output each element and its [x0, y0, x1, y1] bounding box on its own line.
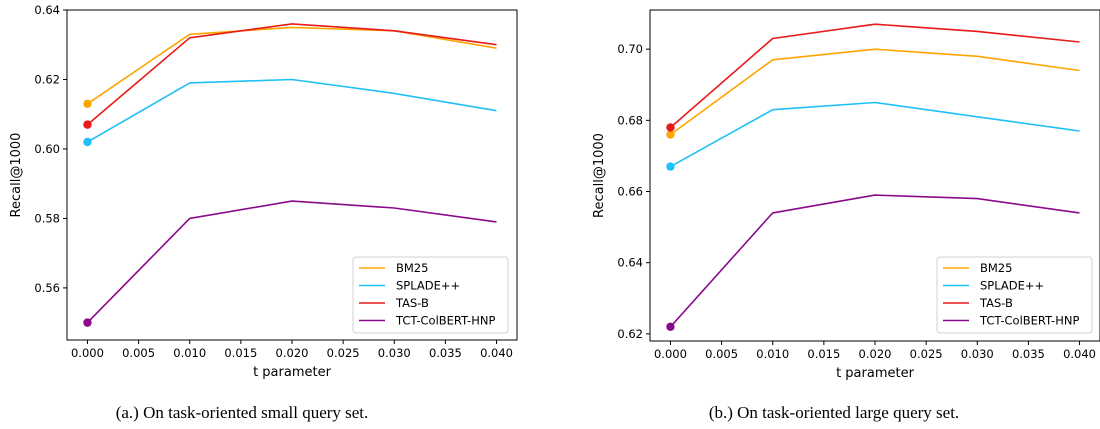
x-tick-label: 0.010 — [756, 347, 789, 361]
x-tick-label: 0.005 — [122, 346, 155, 360]
start-marker-tas-b — [83, 120, 92, 129]
series-line-bm25 — [87, 26, 497, 105]
x-tick-label: 0.005 — [705, 347, 738, 361]
legend-label: TAS-B — [395, 296, 429, 310]
y-tick-label: 0.60 — [34, 142, 60, 156]
legend: BM25 SPLADE++ TAS-B TCT-ColBERT-HNP — [936, 256, 1093, 334]
y-tick-label: 0.62 — [34, 72, 60, 86]
x-tick-label: 0.020 — [859, 347, 892, 361]
legend-box — [936, 256, 1093, 334]
x-tick-label: 0.015 — [807, 347, 840, 361]
series-line-bm25 — [670, 48, 1080, 136]
legend-label: SPLADE++ — [980, 279, 1044, 293]
x-tick-label: 0.025 — [327, 346, 360, 360]
start-marker-bm25 — [83, 99, 92, 108]
series-line-tas-b — [86, 23, 497, 126]
y-tick-label: 0.70 — [617, 42, 643, 56]
y-axis-label: Recall@1000 — [9, 133, 24, 218]
x-tick-label: 0.030 — [961, 347, 994, 361]
start-marker-tct-colbert-hnp — [666, 322, 675, 331]
x-tick-label: 0.035 — [429, 346, 462, 360]
y-tick-label: 0.66 — [617, 185, 643, 199]
legend-label: TAS-B — [979, 296, 1013, 310]
x-tick-label: 0.040 — [480, 346, 513, 360]
x-tick-label: 0.015 — [224, 346, 257, 360]
legend-label: BM25 — [980, 261, 1012, 275]
legend-box — [352, 256, 509, 334]
x-tick-label: 0.020 — [276, 346, 309, 360]
chart-panel-large-query-set: 0.000 0.005 0.010 0.015 0.020 0.025 0.030 0.035… — [592, 9, 1100, 422]
legend-label: TCT-ColBERT-HNP — [979, 314, 1079, 328]
figure-caption: (b.) On task-oriented large query set. — [709, 403, 959, 422]
start-marker-splade — [83, 137, 92, 147]
series-line-tct-colbert-hnp — [86, 200, 497, 324]
start-marker-tct-colbert-hnp — [83, 318, 92, 327]
legend-label: TCT-ColBERT-HNP — [395, 314, 495, 328]
y-tick-label: 0.58 — [34, 211, 60, 225]
y-tick-label: 0.56 — [34, 281, 60, 295]
legend-label: SPLADE++ — [396, 279, 460, 293]
x-tick-label: 0.025 — [910, 347, 943, 361]
figure-caption: (a.) On task-oriented small query set. — [116, 403, 369, 422]
x-tick-label: 0.040 — [1063, 347, 1096, 361]
x-tick-label: 0.000 — [654, 347, 687, 361]
x-tick-label: 0.035 — [1012, 347, 1045, 361]
y-tick-label: 0.64 — [617, 256, 643, 270]
x-axis-label: t parameter — [836, 366, 915, 381]
x-tick-label: 0.000 — [71, 346, 104, 360]
series-line-tas-b — [669, 23, 1080, 129]
start-marker-splade — [666, 162, 675, 171]
y-tick-label: 0.62 — [617, 327, 643, 341]
start-marker-tas-b — [666, 123, 675, 132]
x-axis-label: t parameter — [253, 365, 332, 380]
series-line-tct-colbert-hnp — [669, 194, 1080, 328]
x-tick-label: 0.010 — [173, 346, 206, 360]
chart-panel-small-query-set: 0.000 0.005 0.010 0.015 0.020 0.025 0.030 0.035… — [9, 3, 518, 422]
y-tick-label: 0.68 — [617, 113, 643, 127]
y-axis-label: Recall@1000 — [592, 133, 607, 218]
series-line-splade — [670, 101, 1080, 168]
legend-label: BM25 — [396, 261, 428, 275]
start-marker-bm25 — [666, 130, 675, 139]
series-line-splade — [87, 78, 497, 143]
y-tick-label: 0.64 — [34, 3, 60, 17]
x-tick-label: 0.030 — [378, 346, 411, 360]
legend: BM25 SPLADE++ TAS-B TCT-ColBERT-HNP — [352, 256, 509, 334]
